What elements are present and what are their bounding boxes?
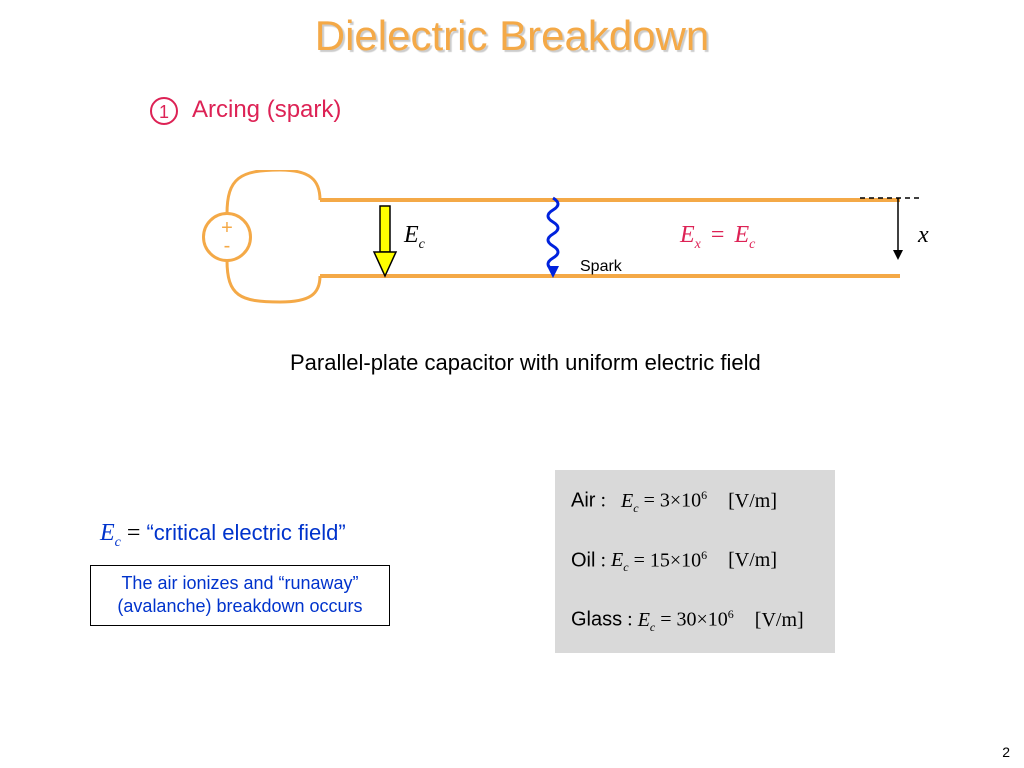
table-row: Oil : Ec = 15×106 [V/m] [571, 548, 819, 576]
breakdown-equation: Ex = Ec [680, 222, 755, 253]
diagram-caption: Parallel-plate capacitor with uniform el… [290, 350, 761, 376]
spark-icon [538, 196, 568, 280]
critical-field-definition: Ec = “critical electric field” [100, 520, 346, 551]
step-number-circle: 1 [150, 97, 178, 125]
table-row: Glass : Ec = 30×106 [V/m] [571, 607, 819, 635]
x-axis-label: x [918, 222, 929, 249]
spark-text-label: Spark [580, 258, 622, 276]
minus-terminal: - [205, 237, 249, 255]
page-number: 2 [1002, 744, 1010, 760]
voltage-source-icon: + - [202, 212, 252, 262]
top-plate [320, 198, 900, 202]
step-label: Arcing (spark) [192, 96, 341, 124]
slide-title: Dielectric Breakdown [0, 12, 1024, 60]
ionization-note: The air ionizes and “runaway” (avalanche… [90, 565, 390, 626]
ec-field-label: Ec [404, 222, 425, 253]
field-arrow-icon [370, 204, 400, 280]
capacitor-diagram: + - Ec Spark Ex = Ec x [180, 170, 940, 310]
materials-table: Air : Ec = 3×106 [V/m] Oil : Ec = 15×106… [555, 470, 835, 653]
table-row: Air : Ec = 3×106 [V/m] [571, 488, 819, 516]
